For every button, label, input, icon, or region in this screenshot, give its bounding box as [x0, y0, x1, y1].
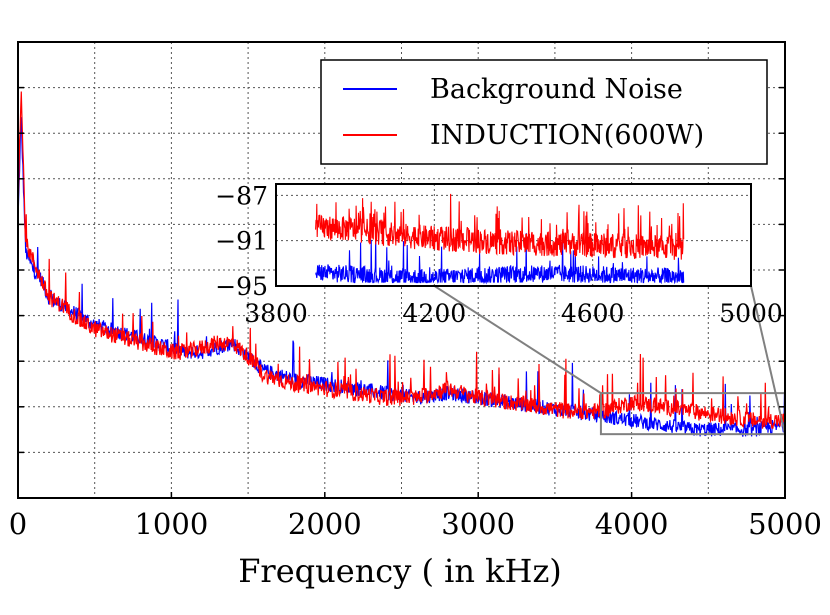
inset-x-tick-label: 4200 [403, 299, 467, 328]
inset-frame [275, 183, 752, 287]
inset-x-tick-label: 5000 [719, 299, 783, 328]
inset-x-tick-label: 3800 [244, 299, 308, 328]
series-line-induction [17, 91, 786, 429]
legend-label-induction: INDUCTION(600W) [430, 120, 704, 151]
main-series [17, 91, 786, 437]
inset-y-tick-label: −91 [215, 227, 268, 256]
x-tick-label: 2000 [288, 507, 362, 541]
x-tick-label: 4000 [595, 507, 669, 541]
inset-y-tick-label: −87 [215, 181, 268, 210]
legend-label-background-noise: Background Noise [430, 74, 683, 105]
inset-series-line-background-noise [315, 233, 685, 285]
main-ticks [17, 86, 786, 498]
x-tick-label: 3000 [441, 507, 515, 541]
zoom-connector-line [750, 285, 786, 435]
x-tick-label: 0 [9, 507, 27, 541]
inset-x-tick-label: 4600 [561, 299, 625, 328]
legend-frame [320, 59, 768, 165]
inset-y-tick-label: −95 [215, 272, 268, 301]
x-tick-label: 5000 [748, 507, 822, 541]
legend: Background Noise INDUCTION(600W) [320, 59, 768, 165]
x-axis-label: Frequency ( in kHz) [238, 552, 562, 590]
inset-series [315, 193, 685, 285]
inset-series-line-induction [315, 193, 685, 260]
x-tick-label: 1000 [134, 507, 208, 541]
main-x-tick-labels: 0 1000 2000 3000 4000 5000 [9, 507, 822, 541]
